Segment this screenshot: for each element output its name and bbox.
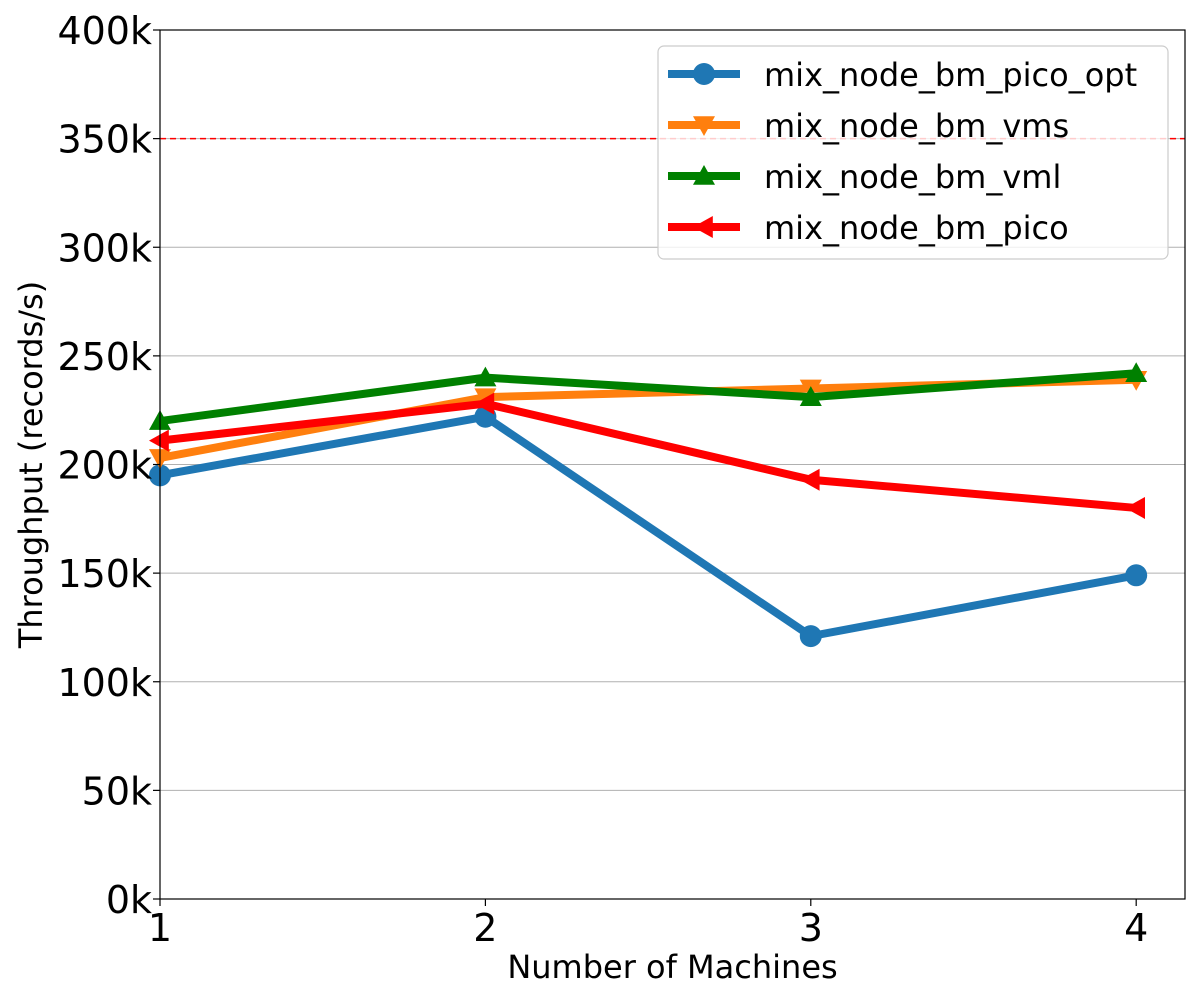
data-point: [693, 165, 715, 185]
data-point: [149, 429, 169, 452]
y-tick-label: 150k: [57, 552, 152, 596]
data-point: [1125, 496, 1145, 519]
data-point: [1125, 362, 1148, 383]
legend-label: mix_node_bm_pico: [764, 209, 1069, 247]
legend-item: mix_node_bm_pico_opt: [668, 56, 1137, 94]
legend-label: mix_node_bm_pico_opt: [764, 56, 1137, 94]
y-tick-label: 400k: [57, 9, 152, 53]
legend-item: mix_node_bm_vms: [668, 107, 1069, 145]
y-ticks: 0k 50k 100k 150k 200k 250k 300k 350k 400k: [57, 9, 160, 922]
x-axis-label: Number of Machines: [507, 948, 837, 986]
y-axis-label: Throughput (records/s): [12, 281, 50, 649]
x-tick-label: 3: [799, 906, 823, 950]
data-point: [693, 63, 715, 85]
y-tick-label: 350k: [57, 118, 152, 162]
x-tick-label: 2: [473, 906, 497, 950]
legend-box: [657, 45, 1169, 260]
data-point: [799, 625, 822, 648]
data-point: [693, 216, 713, 238]
legend-item: mix_node_bm_vml: [668, 158, 1061, 196]
y-tick-label: 200k: [57, 444, 152, 488]
data-point: [799, 386, 822, 406]
series-line: [159, 369, 1137, 426]
x-tick-label: 4: [1124, 906, 1148, 950]
series-line: [159, 399, 1137, 512]
y-tick-label: 100k: [57, 661, 152, 705]
data-point: [799, 468, 820, 491]
legend-label: mix_node_bm_vml: [764, 158, 1061, 196]
y-tick-label: 50k: [82, 769, 152, 813]
legend-item: mix_node_bm_pico: [668, 209, 1069, 247]
x-ticks: 1 2 3 4: [148, 899, 1148, 950]
series-mix_node_bm_pico_opt: [149, 405, 1148, 648]
data-point: [693, 116, 715, 136]
data-point: [474, 366, 497, 387]
y-tick-label: 0k: [106, 878, 152, 922]
series-mix_node_bm_pico: [149, 392, 1145, 519]
series-line: [159, 412, 1137, 641]
legend-label: mix_node_bm_vms: [764, 107, 1069, 145]
y-tick-label: 300k: [57, 226, 152, 270]
data-point: [1125, 564, 1148, 587]
x-tick-label: 1: [148, 906, 172, 950]
legend: mix_node_bm_pico_opt mix_node_bm_vms mix_n…: [657, 45, 1169, 260]
series-layer: [149, 362, 1148, 648]
y-tick-label: 250k: [57, 335, 152, 379]
data-point: [474, 392, 495, 415]
